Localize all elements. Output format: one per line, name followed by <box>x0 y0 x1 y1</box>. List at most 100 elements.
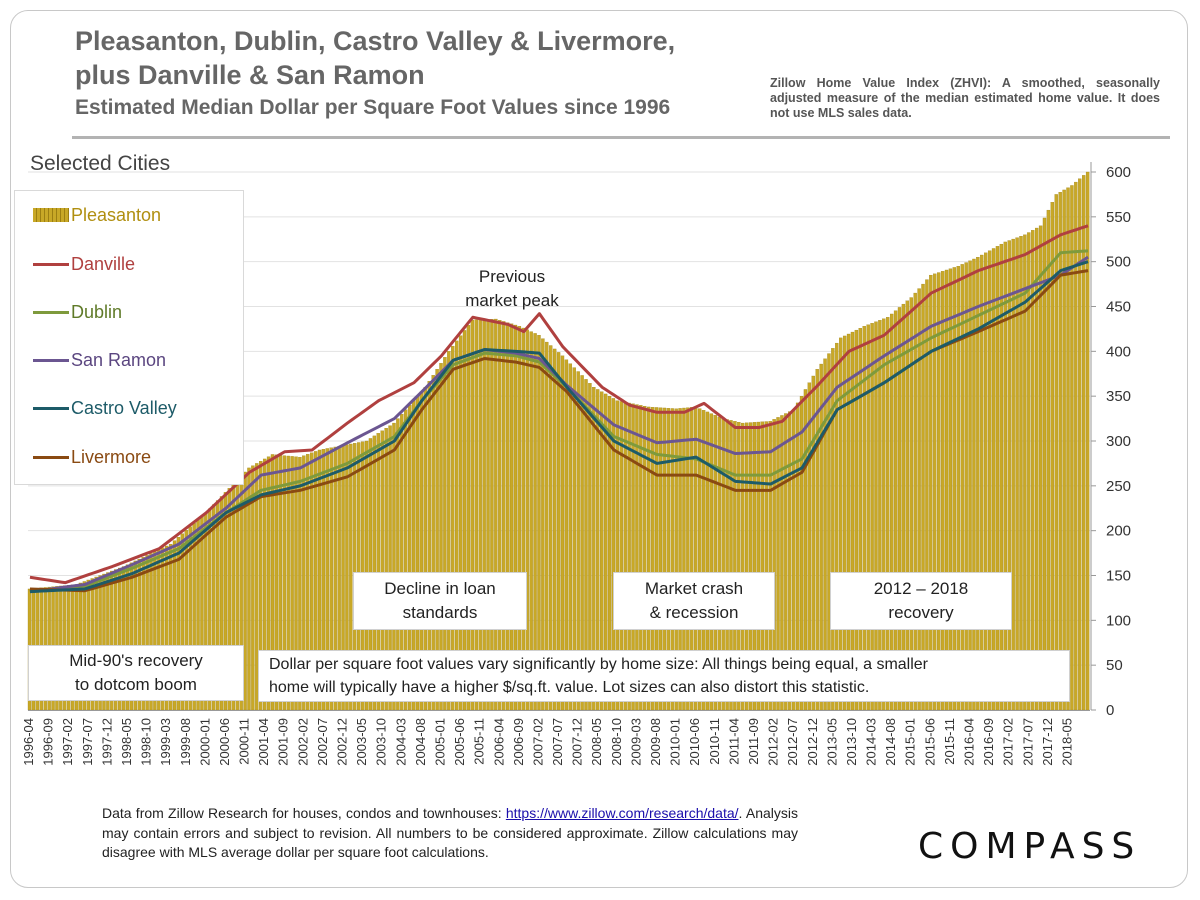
x-tick-label: 2001-04 <box>256 718 271 766</box>
x-tick-label: 1998-05 <box>119 718 134 766</box>
legend-label: Livermore <box>71 446 152 467</box>
legend-swatch-line <box>33 358 69 362</box>
x-tick-label: 2000-01 <box>197 718 212 766</box>
note-mid-90s-recovery: Mid-90's recovery to dotcom boom <box>28 645 244 701</box>
note-decline-loan-standards: Decline in loan standards <box>353 572 527 630</box>
bar <box>905 300 910 711</box>
city-lines <box>29 224 1089 594</box>
bar <box>952 267 957 711</box>
bar <box>925 279 929 711</box>
compass-logo: COMPASS <box>918 826 1142 867</box>
x-tick-label: 2011-09 <box>746 718 761 765</box>
x-tick-label: 2011-04 <box>726 718 741 765</box>
legend-label: Castro Valley <box>71 397 177 418</box>
series-line-castro-valley <box>29 260 1089 594</box>
y-tick-label: 150 <box>1106 568 1131 585</box>
bar <box>1082 175 1086 711</box>
y-tick-label: 350 <box>1106 388 1131 405</box>
x-tick-label: 2014-03 <box>864 718 879 766</box>
legend-item-castro-valley: Castro Valley <box>33 394 177 422</box>
note-line: Decline in loan <box>384 579 496 598</box>
bar <box>968 260 972 711</box>
legend-item-livermore: Livermore <box>33 443 151 471</box>
bar <box>1027 232 1031 711</box>
legend-swatch-bar <box>33 208 69 222</box>
note-size-disclaimer: Dollar per square foot values vary signi… <box>258 650 1070 702</box>
chart-legend: Pleasanton Danville Dublin San Ramon Cas… <box>14 190 244 485</box>
x-tick-label: 2002-12 <box>335 718 350 766</box>
note-line: Market crash <box>644 579 744 598</box>
legend-item-danville: Danville <box>33 250 135 278</box>
legend-label: Dublin <box>71 301 123 322</box>
x-tick-label: 2010-11 <box>707 718 722 765</box>
x-tick-label: 2003-10 <box>374 718 389 766</box>
x-tick-label: 2017-07 <box>1020 718 1035 766</box>
pleasanton-bars <box>27 171 1090 711</box>
y-tick-label: 550 <box>1106 209 1131 226</box>
legend-item-dublin: Dublin <box>33 298 122 326</box>
bar <box>944 269 949 711</box>
bar <box>964 262 968 711</box>
x-tick-label: 2002-07 <box>315 718 330 766</box>
bar <box>921 283 925 711</box>
bar <box>1070 185 1074 711</box>
source-disclaimer: . Analysis may contain errors and subjec… <box>102 805 798 860</box>
bar <box>991 248 996 711</box>
legend-swatch-line <box>33 455 69 459</box>
note-line: to dotcom boom <box>75 675 197 694</box>
x-tick-label: 2005-06 <box>452 718 467 766</box>
x-tick-label: 1999-03 <box>158 718 173 766</box>
bar <box>980 254 984 711</box>
bar <box>1085 171 1090 711</box>
bar <box>909 297 913 711</box>
y-tick-label: 600 <box>1106 164 1131 181</box>
x-tick-label: 2000-11 <box>237 718 252 765</box>
note-line: home will typically have a higher $/sq.f… <box>269 679 870 696</box>
y-tick-label: 50 <box>1106 657 1123 674</box>
y-tick-label: 400 <box>1106 343 1131 360</box>
y-tick-label: 500 <box>1106 254 1131 271</box>
zillow-research-link[interactable]: https://www.zillow.com/research/data/ <box>505 805 739 821</box>
bar <box>948 268 953 711</box>
bar <box>940 271 945 711</box>
note-recovery-2012-2018: 2012 – 2018 recovery <box>830 572 1012 630</box>
note-line: recovery <box>888 603 954 622</box>
legend-swatch-line <box>33 406 69 410</box>
x-tick-label: 2006-04 <box>491 718 506 766</box>
y-tick-label: 300 <box>1106 433 1131 450</box>
bar <box>1074 181 1078 711</box>
x-tick-label: 2013-05 <box>824 718 839 766</box>
y-axis: 0 50 100 150 200 250 300 350 400 450 500 550 600 <box>1090 162 1131 719</box>
x-tick-label: 2013-10 <box>844 718 859 766</box>
x-tick-label: 2009-08 <box>648 718 663 766</box>
bar <box>1078 178 1082 711</box>
x-tick-label: 1997-02 <box>60 718 75 766</box>
note-line: & recession <box>649 603 739 622</box>
x-tick-label: 2001-09 <box>276 718 291 766</box>
header-divider <box>72 136 1170 139</box>
x-tick-label: 2017-02 <box>1001 718 1016 766</box>
x-tick-label: 2004-03 <box>393 718 408 766</box>
x-tick-label: 2007-02 <box>530 718 545 766</box>
x-tick-label: 2012-02 <box>766 718 781 766</box>
bar <box>956 265 960 711</box>
x-tick-label: 2007-07 <box>550 718 565 766</box>
x-tick-label: 2000-06 <box>217 718 232 766</box>
y-tick-label: 100 <box>1106 612 1131 629</box>
x-tick-label: 2016-09 <box>981 718 996 766</box>
bar <box>1019 236 1023 711</box>
x-tick-label: 2009-03 <box>628 718 643 766</box>
bar <box>987 250 992 711</box>
x-tick-label: 1996-09 <box>41 718 56 766</box>
x-tick-label: 2012-12 <box>805 718 820 766</box>
x-tick-label: 2002-02 <box>295 718 310 766</box>
x-tick-label: 2015-11 <box>942 718 957 765</box>
source-note: Data from Zillow Research for houses, co… <box>102 804 798 863</box>
x-tick-label: 1997-07 <box>80 718 95 766</box>
bar <box>937 272 941 711</box>
bar <box>984 252 988 711</box>
y-tick-label: 200 <box>1106 523 1131 540</box>
series-line-danville <box>29 224 1089 585</box>
legend-swatch-line <box>33 310 69 314</box>
x-tick-label: 2007-12 <box>570 718 585 766</box>
